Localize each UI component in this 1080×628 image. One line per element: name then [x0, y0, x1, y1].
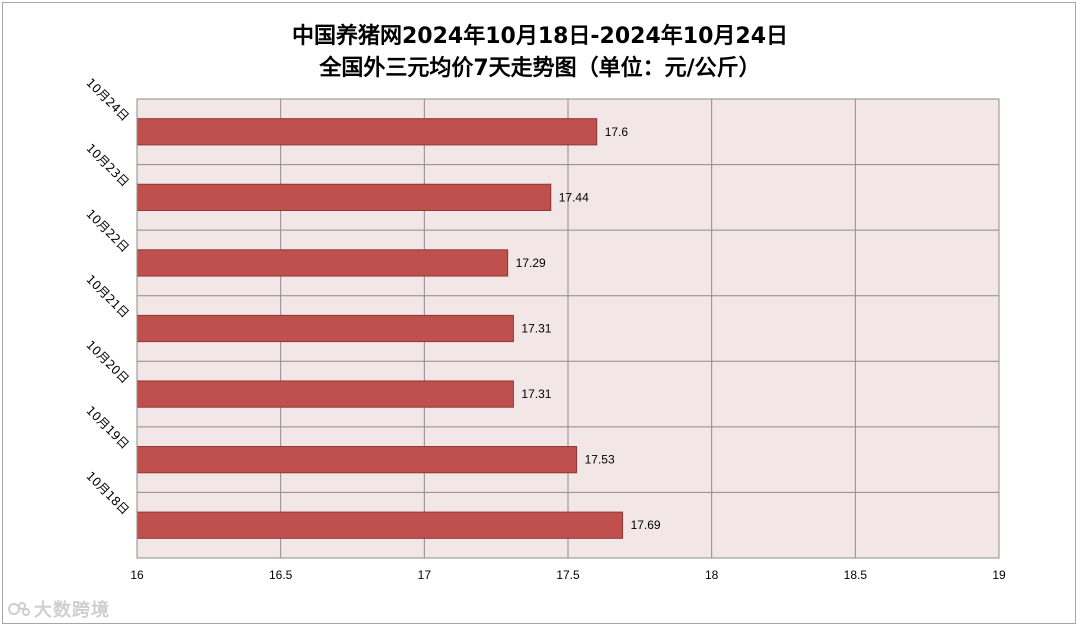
- x-tick-label: 16.5: [269, 568, 293, 582]
- bar: [136, 183, 552, 211]
- y-tick-label: 10月20日: [83, 338, 131, 386]
- x-tick-label: 16: [130, 568, 144, 582]
- data-label: 17.44: [559, 190, 589, 204]
- y-tick-label: 10月24日: [83, 75, 131, 123]
- bar: [136, 249, 509, 277]
- plot-border: [136, 98, 1000, 559]
- x-tick-label: 18: [705, 568, 719, 582]
- y-tick-label: 10月21日: [83, 272, 131, 320]
- x-tick-label: 18.5: [844, 568, 868, 582]
- data-label: 17.31: [521, 322, 551, 336]
- chart-title: 中国养猪网2024年10月18日-2024年10月24日: [291, 24, 789, 49]
- data-label: 17.6: [605, 125, 629, 139]
- watermark-text: 大数跨境: [34, 600, 110, 621]
- data-label: 17.53: [585, 453, 615, 467]
- chart-subtitle: 全国外三元均价7天走势图（单位：元/公斤）: [319, 56, 761, 81]
- data-label: 17.29: [516, 256, 546, 270]
- y-tick-label: 10月23日: [83, 141, 131, 189]
- bar: [136, 446, 578, 474]
- y-tick-label: 10月19日: [83, 403, 131, 451]
- bar: [136, 118, 598, 146]
- y-tick-label: 10月22日: [83, 207, 131, 255]
- watermark: 大数跨境: [8, 596, 110, 622]
- x-tick-label: 19: [992, 568, 1006, 582]
- bar: [136, 380, 514, 408]
- plot-area: 16 16.5 17 17.5 18 18.5 19 17.6 10月24日 17.44 10月23…: [83, 75, 1006, 582]
- watermark-logo-icon: [8, 602, 30, 616]
- x-tick-label: 17.5: [556, 568, 580, 582]
- bar: [136, 314, 514, 343]
- y-tick-label: 10月18日: [83, 469, 131, 517]
- data-label: 17.69: [631, 518, 661, 532]
- data-label: 17.31: [521, 387, 551, 401]
- x-tick-label: 17: [418, 568, 432, 582]
- bar: [136, 511, 624, 539]
